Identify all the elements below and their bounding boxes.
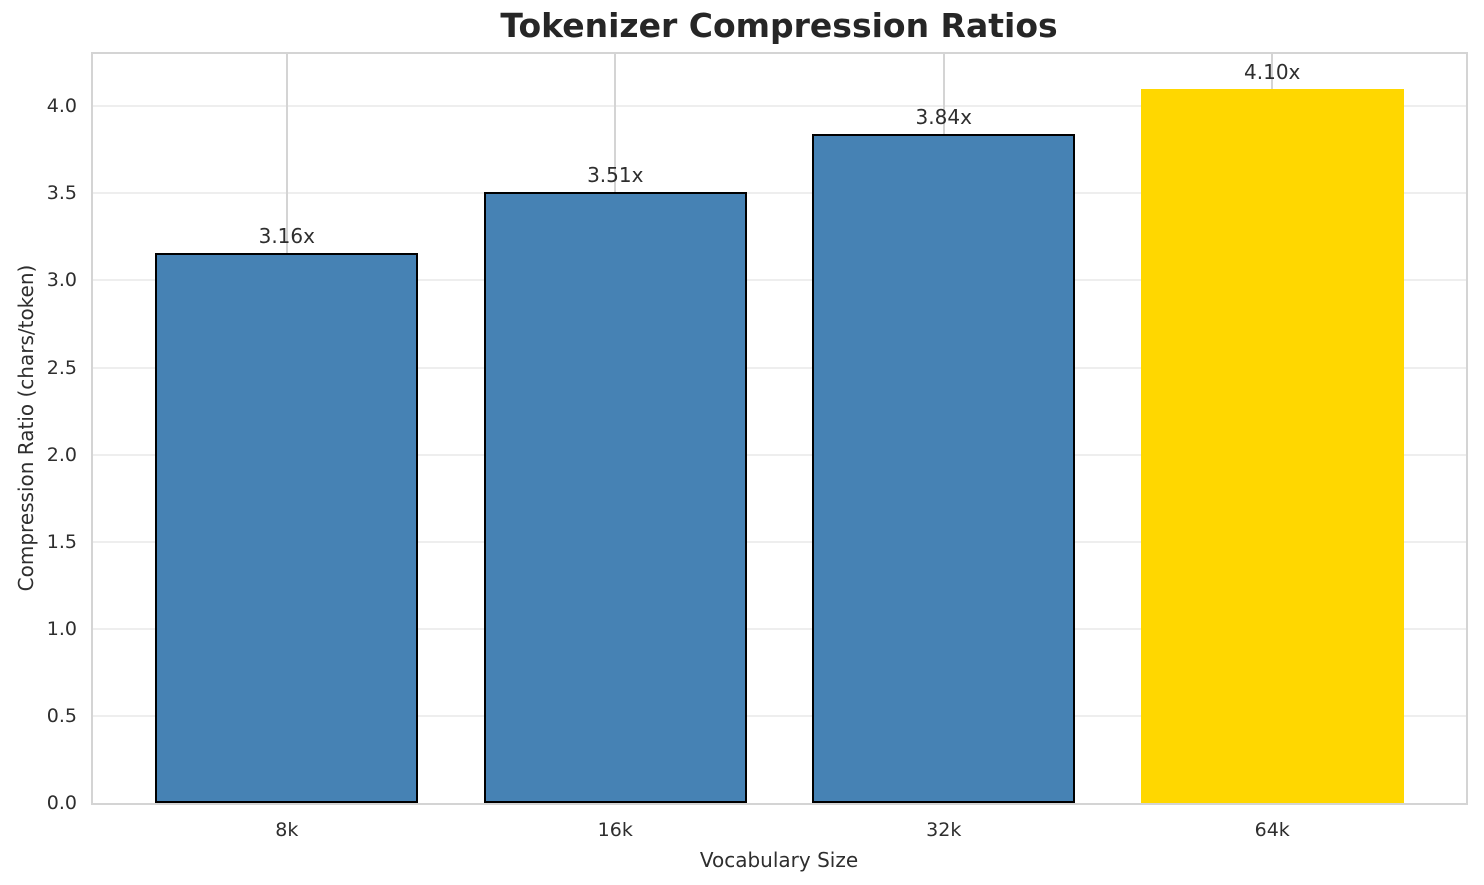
y-tick-label-3.0: 3.0 (46, 269, 77, 292)
h-gridline-0.5 (93, 714, 1466, 717)
y-tick-label-2.5: 2.5 (46, 356, 77, 379)
h-gridline-2.0 (93, 453, 1466, 456)
chart-title: Tokenizer Compression Ratios (500, 6, 1058, 45)
x-tick-label-32k: 32k (926, 819, 962, 841)
x-tick-label-8k: 8k (275, 819, 299, 841)
y-tick-label-1.0: 1.0 (46, 617, 77, 640)
bar-32k (812, 134, 1076, 803)
x-tick-label-16k: 16k (597, 819, 633, 841)
bar-8k (155, 252, 419, 803)
bar-16k (483, 191, 747, 803)
y-tick-label-3.5: 3.5 (46, 182, 77, 205)
h-gridline-1.5 (93, 540, 1466, 543)
h-gridline-3.0 (93, 279, 1466, 282)
y-tick-label-1.5: 1.5 (46, 530, 77, 553)
x-tick-label-64k: 64k (1254, 819, 1290, 841)
bar-value-label-64k: 4.10x (1244, 59, 1301, 84)
h-gridline-3.5 (93, 192, 1466, 195)
x-axis-label: Vocabulary Size (699, 848, 859, 872)
bar-value-label-32k: 3.84x (915, 105, 972, 130)
bar-value-label-8k: 3.16x (258, 223, 315, 248)
bar-64k (1140, 88, 1404, 803)
y-tick-label-2.0: 2.0 (46, 443, 77, 466)
h-gridline-4.0 (93, 105, 1466, 108)
y-tick-label-4.0: 4.0 (46, 95, 77, 118)
bar-value-label-16k: 3.51x (587, 162, 644, 187)
y-tick-label-0.5: 0.5 (46, 704, 77, 727)
h-gridline-1.0 (93, 627, 1466, 630)
plot-area: 3.16x 3.51x 3.84x 4.10x (91, 52, 1468, 805)
y-tick-label-0.0: 0.0 (46, 792, 77, 814)
h-gridline-2.5 (93, 366, 1466, 369)
